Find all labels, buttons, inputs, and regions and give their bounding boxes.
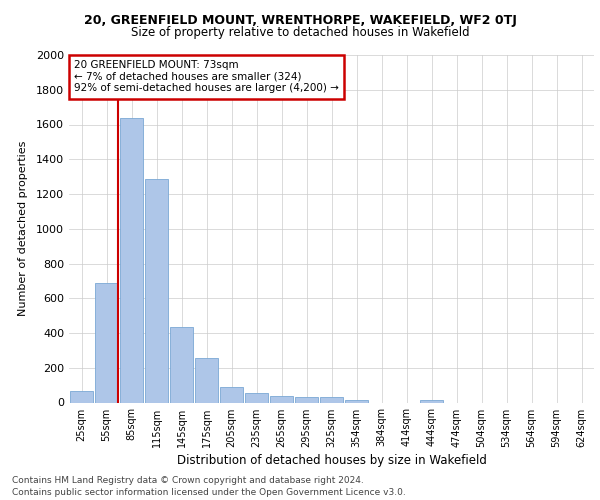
Text: Contains HM Land Registry data © Crown copyright and database right 2024.: Contains HM Land Registry data © Crown c… (12, 476, 364, 485)
Text: Size of property relative to detached houses in Wakefield: Size of property relative to detached ho… (131, 26, 469, 39)
Bar (270, 396, 293, 402)
Y-axis label: Number of detached properties: Number of detached properties (17, 141, 28, 316)
Text: 20 GREENFIELD MOUNT: 73sqm
← 7% of detached houses are smaller (324)
92% of semi: 20 GREENFIELD MOUNT: 73sqm ← 7% of detac… (74, 60, 339, 94)
Bar (195, 358, 218, 403)
Bar (170, 327, 193, 402)
Bar (145, 179, 168, 402)
Bar (120, 118, 143, 403)
Text: Contains public sector information licensed under the Open Government Licence v3: Contains public sector information licen… (12, 488, 406, 497)
Text: 20, GREENFIELD MOUNT, WRENTHORPE, WAKEFIELD, WF2 0TJ: 20, GREENFIELD MOUNT, WRENTHORPE, WAKEFI… (83, 14, 517, 27)
Bar (320, 398, 343, 402)
Bar (245, 393, 268, 402)
Bar (220, 387, 243, 402)
Bar (70, 391, 93, 402)
Bar (345, 400, 368, 402)
X-axis label: Distribution of detached houses by size in Wakefield: Distribution of detached houses by size … (176, 454, 487, 466)
Bar (295, 398, 318, 402)
Bar (95, 284, 118, 403)
Bar (420, 400, 443, 402)
